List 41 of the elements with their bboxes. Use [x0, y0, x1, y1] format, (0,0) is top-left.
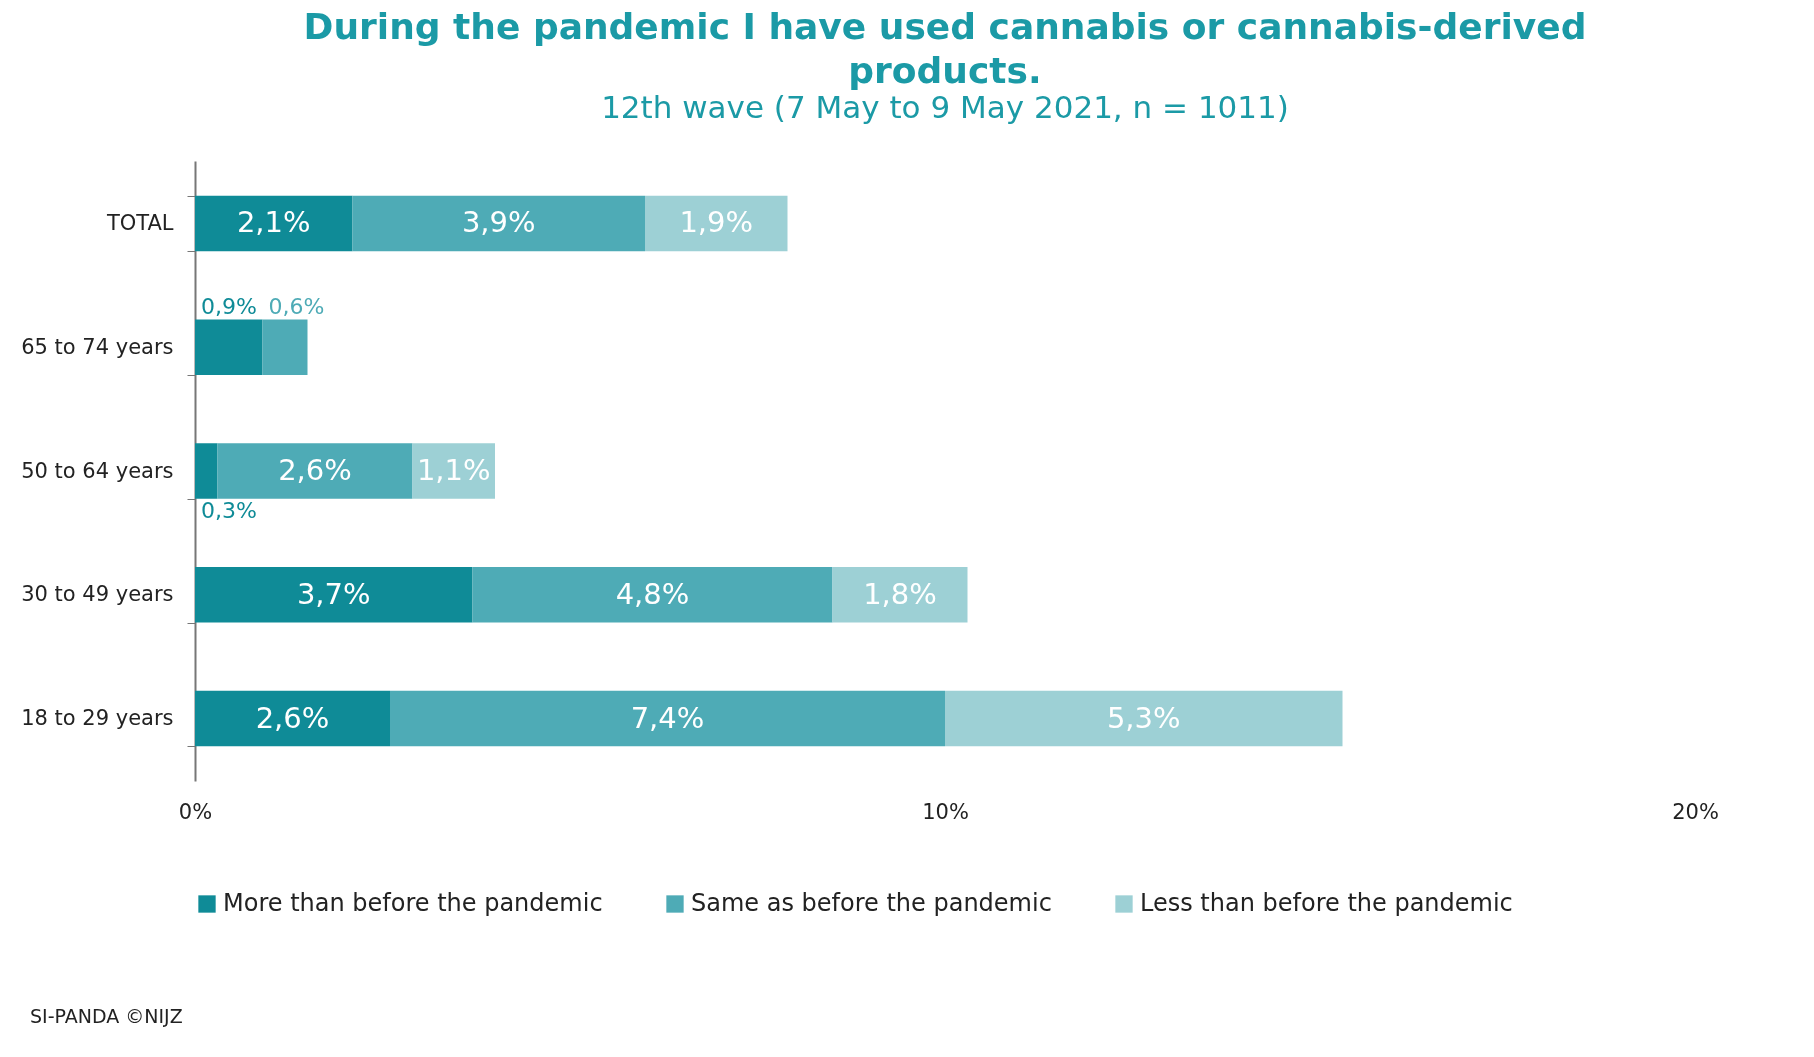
data-label: 1,9% — [679, 205, 754, 240]
data-label: 3,9% — [461, 205, 536, 240]
bar — [945, 690, 1343, 747]
data-label: 1,8% — [863, 576, 937, 611]
data-label: 0,6% — [268, 294, 325, 320]
bar — [472, 566, 833, 623]
legend-label: More than before the pandemic — [223, 889, 603, 917]
bar — [390, 690, 945, 747]
legend-label: Same as before the pandemic — [691, 889, 1052, 917]
bar — [195, 319, 263, 376]
data-label: 4,8% — [615, 576, 690, 611]
bar — [195, 195, 353, 252]
bar — [352, 195, 645, 252]
bar — [195, 690, 390, 747]
bar — [195, 443, 218, 499]
data-label: 0,3% — [201, 498, 257, 523]
data-label: 1,1% — [416, 453, 491, 487]
bar — [262, 319, 308, 376]
bar — [832, 566, 968, 623]
y-tick-label: TOTAL — [105, 211, 174, 235]
x-tick-label: 0% — [178, 799, 213, 824]
chart-subtitle: 12th wave (7 May to 9 May 2021, n = 1011) — [601, 89, 1289, 125]
x-tick-label: 10% — [922, 799, 969, 824]
y-tick-label: 50 to 64 years — [21, 458, 174, 483]
data-label: 3,7% — [296, 576, 371, 611]
data-label: 2,6% — [255, 700, 330, 735]
x-tick-label: 20% — [1672, 799, 1719, 824]
y-tick-label: 30 to 49 years — [21, 582, 174, 607]
data-label: 2,1% — [236, 205, 311, 240]
legend-label: Less than before the pandemic — [1140, 889, 1513, 917]
data-label: 2,6% — [278, 453, 352, 487]
bar — [195, 566, 473, 623]
chart-title: During the pandemic I have used cannabis or cannabis-derived products. — [303, 6, 1587, 91]
y-tick-label: 65 to 74 years — [21, 334, 174, 359]
text: SI-PANDA ©NIJZ — [30, 1005, 183, 1027]
data-label: 5,3% — [1106, 700, 1181, 735]
data-label: 7,4% — [630, 700, 705, 735]
bar — [217, 443, 413, 499]
y-tick-label: 18 to 29 years — [21, 706, 174, 731]
data-label: 0,9% — [201, 294, 257, 320]
bar — [645, 195, 788, 252]
